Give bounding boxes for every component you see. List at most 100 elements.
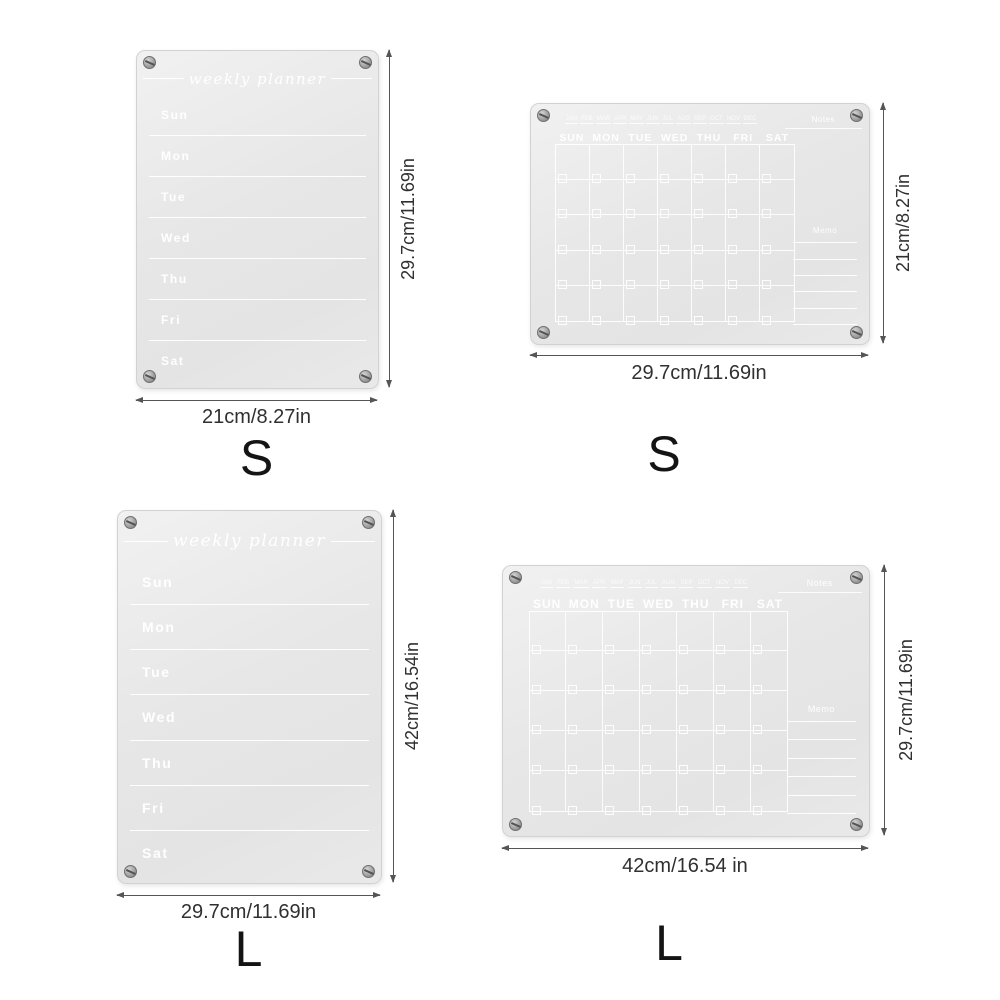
calendar-day-cell (658, 286, 692, 326)
calendar-day-cell (676, 731, 714, 774)
calendar-day-cell (751, 771, 788, 815)
notes-header: Notes (777, 578, 862, 594)
day-label: Fri (161, 313, 182, 328)
calendar-day-cell (676, 611, 714, 655)
weekday-label: TUE (607, 597, 635, 612)
screw-icon (537, 109, 550, 122)
month-label: FEB (556, 579, 571, 588)
month-label: FEB (580, 116, 594, 124)
calendar-day-cell (589, 144, 624, 184)
weekly-row: Wed (149, 218, 366, 260)
weekly-row: Sun (130, 559, 369, 605)
height-dimension-arrow (879, 102, 886, 344)
screw-icon (359, 56, 372, 69)
month-label: JUL (661, 116, 675, 124)
weekday-label: SUN (559, 131, 585, 144)
title-dash (331, 77, 372, 80)
month-label: OCT (709, 116, 724, 124)
weekly-row: Tue (130, 650, 369, 696)
width-dimension-arrow (529, 351, 869, 358)
calendar-day-cell (529, 691, 567, 734)
height-dimension-label: 21cm/8.27in (893, 173, 913, 273)
weekly-row: Wed (130, 695, 369, 741)
month-label: MAR (573, 579, 589, 588)
weekly-row: Thu (149, 259, 366, 301)
monthly-calendar-board-large: JAN FEB MAR APR MAY JUN JUL AUG SEP OCT … (502, 565, 870, 837)
screw-icon (850, 109, 863, 122)
weekly-row: Fri (130, 786, 369, 832)
weekly-row: Sat (130, 831, 369, 875)
month-label: JAN (539, 579, 553, 588)
calendar-day-cell (529, 651, 567, 695)
month-label: MAY (609, 579, 625, 588)
calendar-day-cell (760, 286, 794, 326)
memo-ruled-line (786, 776, 857, 778)
calendar-day-cell (657, 250, 692, 290)
calendar-day-cell (676, 691, 714, 734)
size-label: L (655, 915, 683, 971)
memo-lines (786, 720, 857, 815)
size-label: S (647, 426, 681, 482)
calendar-day-cell (726, 286, 760, 326)
calendar-day-cell (759, 215, 794, 255)
screw-icon (359, 370, 372, 383)
board-title: weekly planner (124, 531, 375, 551)
calendar-day-cell (566, 770, 604, 815)
calendar-day-cell (713, 731, 751, 774)
screw-icon (509, 818, 522, 831)
weekly-planner-board-large: weekly planner Sun Mon Tue Wed Thu Fri S… (117, 510, 382, 884)
calendar-day-cell (725, 215, 760, 255)
months-row: JAN FEB MAR APR MAY JUN JUL AUG SEP OCT … (564, 116, 758, 124)
width-dimension-label: 29.7cm/11.69in (180, 901, 317, 923)
weekday-header-row: SUN MON TUE WED THU FRI SAT (529, 597, 789, 611)
month-label: APR (613, 116, 628, 124)
calendar-day-cell (677, 770, 714, 815)
month-label: AUG (676, 116, 692, 124)
weekday-label: WED (643, 597, 675, 612)
day-label: Sun (161, 107, 189, 122)
memo-section: Memo (792, 226, 858, 325)
calendar-day-cell (555, 179, 590, 219)
board-title: weekly planner (143, 69, 372, 88)
memo-header: Memo (807, 703, 835, 714)
memo-lines (792, 242, 858, 325)
weekday-header-row: SUN MON TUE WED THU FRI SAT (555, 132, 795, 144)
screw-icon (124, 865, 137, 878)
calendar-day-cell (640, 731, 677, 774)
screw-icon (509, 571, 522, 584)
day-label: Tue (161, 189, 187, 204)
memo-ruled-line (792, 291, 858, 293)
calendar-day-cell (713, 651, 751, 695)
weekday-label: FRI (733, 131, 754, 144)
calendar-day-cell (566, 731, 604, 774)
title-dash (330, 540, 375, 543)
memo-ruled-line (792, 258, 858, 260)
calendar-day-cell (623, 144, 658, 184)
calendar-day-cell (657, 179, 692, 219)
calendar-day-cell (657, 215, 692, 255)
weekly-row: Tue (149, 177, 366, 218)
calendar-day-cell (640, 651, 677, 695)
width-dimension-arrow (135, 396, 378, 403)
calendar-day-cell (624, 286, 658, 326)
calendar-day-cell (623, 179, 658, 219)
title-dash (124, 540, 169, 543)
screw-icon (362, 516, 375, 529)
weekly-row: Mon (130, 605, 369, 650)
memo-ruled-line (786, 794, 857, 796)
months-row: JAN FEB MAR APR MAY JUN JUL AUG SEP OCT … (539, 579, 749, 588)
weekday-label: FRI (721, 597, 744, 612)
weekday-label: SAT (765, 131, 790, 144)
calendar-day-cell (692, 286, 726, 326)
height-dimension-label: 42cm/16.54in (402, 641, 422, 751)
weekly-planner-board-small: weekly planner Sun Mon Tue Wed Thu Fri S… (136, 50, 379, 389)
day-label: Tue (142, 664, 171, 681)
board-title-text: weekly planner (188, 69, 327, 88)
month-label: MAY (629, 116, 644, 124)
month-label: JUL (644, 579, 658, 588)
calendar-day-cell (691, 250, 726, 290)
calendar-day-cell (725, 144, 760, 184)
height-dimension-arrow (389, 509, 396, 883)
calendar-day-cell (555, 144, 590, 184)
weekday-label: MON (592, 131, 620, 144)
